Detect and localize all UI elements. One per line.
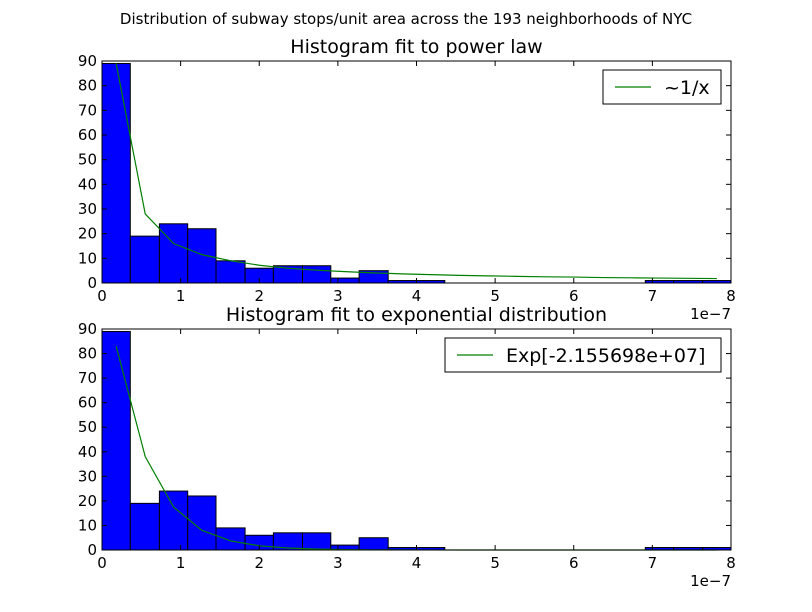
histogram-bar <box>101 330 131 551</box>
x-tick-label: 1 <box>176 554 186 572</box>
y-tick-label: 10 <box>78 249 97 267</box>
y-tick-label: 30 <box>78 467 97 485</box>
histogram-bars <box>101 330 732 551</box>
histogram-bar <box>330 277 360 284</box>
x-tick-label: 3 <box>333 554 343 572</box>
x-tick-label: 6 <box>569 287 579 305</box>
histogram-bar <box>358 537 389 551</box>
panel-title: Histogram fit to exponential distributio… <box>226 304 607 326</box>
x-tick-label: 3 <box>333 287 343 305</box>
y-tick-label: 60 <box>78 394 97 412</box>
y-tick-label: 50 <box>78 418 97 436</box>
x-tick-label: 2 <box>254 287 264 305</box>
y-tick-label: 90 <box>78 52 97 70</box>
y-tick-label: 80 <box>78 77 97 95</box>
x-tick-label: 4 <box>412 287 422 305</box>
histogram-bar <box>215 527 246 551</box>
y-tick-label: 70 <box>78 369 97 387</box>
x-tick-label: 2 <box>254 554 264 572</box>
y-tick-label: 80 <box>78 345 97 363</box>
exponential-panel: Histogram fit to exponential distributio… <box>78 304 736 590</box>
histogram-bars <box>101 62 732 284</box>
y-tick-label: 70 <box>78 101 97 119</box>
x-scale-label: 1e−7 <box>690 305 731 323</box>
y-axis: 0 10 20 30 40 50 60 70 80 90 <box>78 52 731 292</box>
x-tick-label: 0 <box>97 554 107 572</box>
y-tick-label: 20 <box>78 492 97 510</box>
y-tick-label: 90 <box>78 320 97 338</box>
x-tick-label: 8 <box>726 287 736 305</box>
legend-label: Exp[-2.155698e+07] <box>506 345 705 367</box>
x-axis: 0 1 2 3 4 5 6 7 81e−7 <box>97 329 736 590</box>
x-tick-label: 4 <box>412 554 422 572</box>
x-tick-label: 8 <box>726 554 736 572</box>
y-axis: 0 10 20 30 40 50 60 70 80 90 <box>78 320 731 559</box>
fit-line <box>115 63 717 280</box>
x-axis: 0 1 2 3 4 5 6 7 81e−7 <box>97 61 736 323</box>
x-tick-label: 1 <box>176 287 186 305</box>
histogram-bar <box>158 490 189 551</box>
y-tick-label: 60 <box>78 126 97 144</box>
x-tick-label: 7 <box>648 287 658 305</box>
y-tick-label: 0 <box>87 274 97 292</box>
panel-title: Histogram fit to power law <box>290 36 542 58</box>
y-tick-label: 20 <box>78 225 97 243</box>
y-tick-label: 40 <box>78 175 97 193</box>
histogram-bar <box>101 62 131 284</box>
x-tick-label: 6 <box>569 554 579 572</box>
y-tick-label: 50 <box>78 151 97 169</box>
y-tick-label: 40 <box>78 443 97 461</box>
y-tick-label: 10 <box>78 516 97 534</box>
legend-label: ~1/x <box>664 77 710 99</box>
histogram-bar <box>301 532 332 551</box>
histogram-bar <box>301 265 332 284</box>
legend: ~1/x <box>602 69 722 105</box>
legend: Exp[-2.155698e+07] <box>444 337 722 373</box>
figure-suptitle: Distribution of subway stops/unit area a… <box>120 10 692 28</box>
histogram-bar <box>129 502 160 551</box>
histogram-bar <box>129 235 160 284</box>
x-tick-label: 7 <box>648 554 658 572</box>
y-tick-label: 0 <box>87 541 97 559</box>
x-tick-label: 5 <box>490 287 500 305</box>
histogram-bar <box>215 260 246 284</box>
histogram-bar <box>187 495 217 551</box>
y-tick-label: 30 <box>78 200 97 218</box>
x-tick-label: 0 <box>97 287 107 305</box>
x-scale-label: 1e−7 <box>690 572 731 590</box>
histogram-bar <box>187 228 217 284</box>
x-tick-label: 5 <box>490 554 500 572</box>
